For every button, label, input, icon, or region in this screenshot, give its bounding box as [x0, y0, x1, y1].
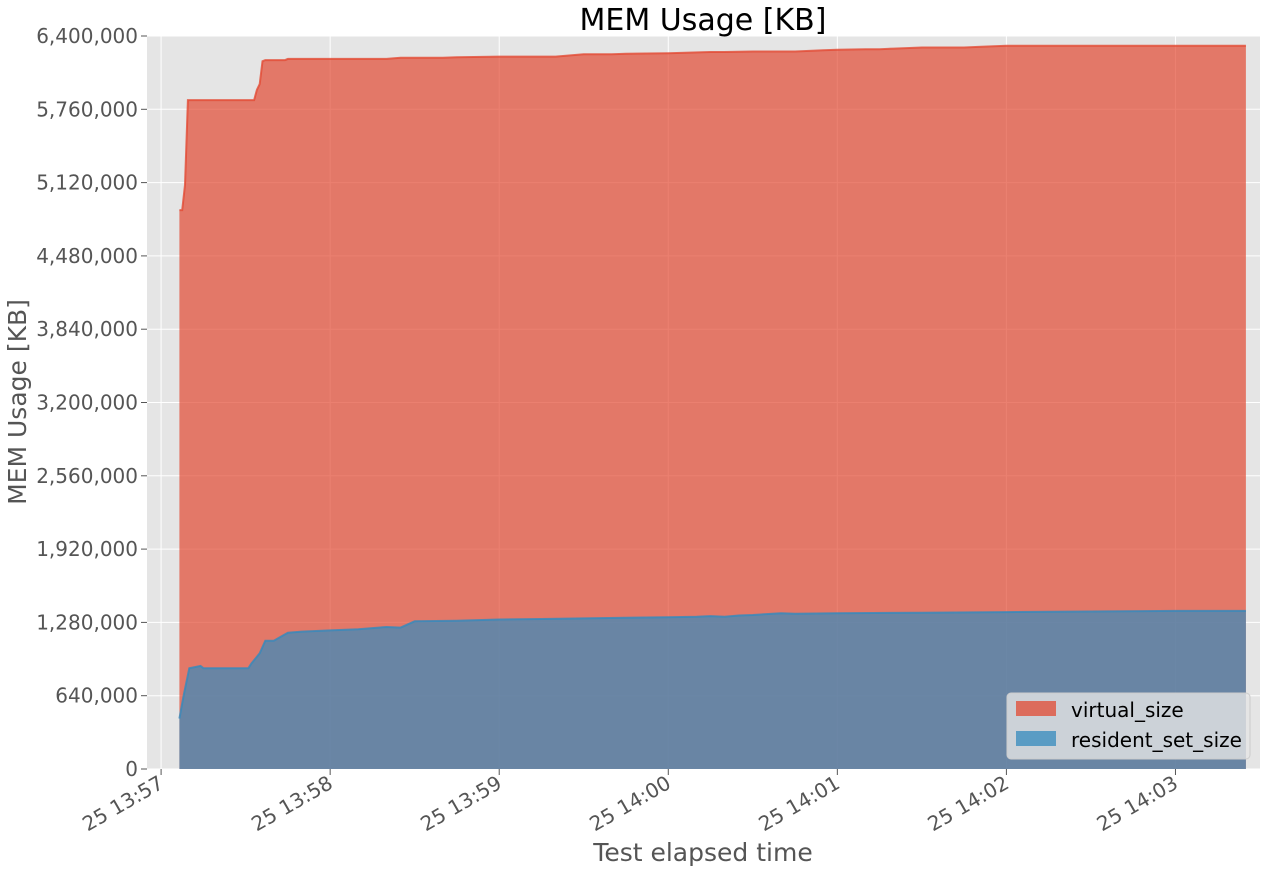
area-resident-set-size: [179, 610, 1246, 769]
y-tick-label: 5,760,000: [36, 97, 138, 121]
x-tick-label: 25 14:02: [923, 771, 1012, 837]
y-tick-label: 0: [125, 757, 138, 781]
area-virtual-size: [179, 45, 1246, 769]
x-tick-label: 25 13:59: [416, 771, 505, 837]
y-tick-label: 3,840,000: [36, 317, 138, 341]
legend-swatch-virtual-size: [1016, 701, 1056, 716]
y-tick-label: 640,000: [55, 684, 138, 708]
y-tick-label: 5,120,000: [36, 171, 138, 195]
y-tick-label: 6,400,000: [36, 24, 138, 48]
y-axis-label: MEM Usage [KB]: [3, 299, 32, 505]
legend-swatch-resident-set-size: [1016, 731, 1056, 746]
x-tick-label: 25 14:00: [585, 771, 674, 837]
legend-label-resident-set-size: resident_set_size: [1071, 728, 1242, 752]
line-resident-set-size: [178, 609, 1246, 719]
x-tick-label: 25 13:58: [247, 771, 336, 837]
series-areas: [178, 44, 1246, 769]
line-virtual-size: [179, 44, 1246, 212]
y-tick-label: 1,920,000: [36, 537, 138, 561]
legend: virtual_size resident_set_size: [1006, 692, 1251, 760]
y-axis: 0 640,000 1,280,000 1,920,000 2,560,000 3,200…: [36, 24, 147, 781]
x-axis: 25 13:57 25 13:58 25 13:59 25 14:00 25 14:01…: [78, 769, 1182, 836]
y-tick-label: 2,560,000: [36, 464, 138, 488]
legend-frame: [1006, 692, 1251, 760]
y-tick-label: 1,280,000: [36, 610, 138, 634]
x-tick-label: 25 14:03: [1092, 771, 1181, 837]
x-tick-label: 25 13:57: [78, 771, 167, 837]
y-tick-label: 4,480,000: [36, 244, 138, 268]
legend-label-virtual-size: virtual_size: [1071, 698, 1184, 722]
chart-title: MEM Usage [KB]: [580, 3, 827, 38]
x-axis-label: Test elapsed time: [592, 838, 812, 867]
x-tick-label: 25 14:01: [754, 771, 843, 837]
y-tick-label: 3,200,000: [36, 391, 138, 415]
